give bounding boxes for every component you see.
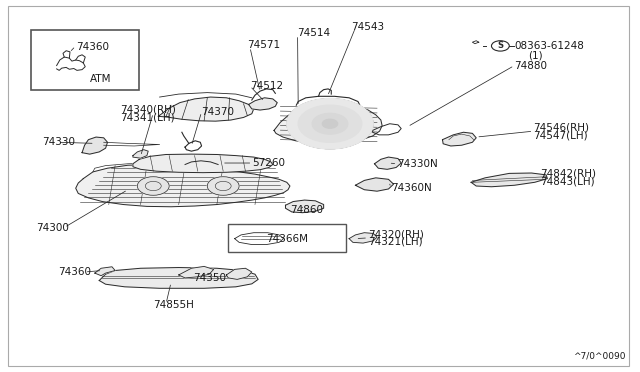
Polygon shape xyxy=(133,154,273,173)
Text: 08363-61248: 08363-61248 xyxy=(515,41,584,51)
Polygon shape xyxy=(95,267,115,276)
Bar xyxy=(31,30,140,90)
Circle shape xyxy=(207,177,239,195)
Text: 74360: 74360 xyxy=(76,42,109,52)
Circle shape xyxy=(287,99,373,149)
Polygon shape xyxy=(442,132,476,146)
Bar xyxy=(228,224,346,252)
Text: ^7/0^0090: ^7/0^0090 xyxy=(573,352,625,361)
Circle shape xyxy=(492,41,509,51)
Text: 74547(LH): 74547(LH) xyxy=(533,130,588,140)
Circle shape xyxy=(298,105,362,142)
Text: 74370: 74370 xyxy=(202,107,235,117)
Text: 74330: 74330 xyxy=(42,137,75,147)
Text: 74855H: 74855H xyxy=(153,300,194,310)
Text: 74546(RH): 74546(RH) xyxy=(533,122,589,132)
Polygon shape xyxy=(285,200,324,213)
Polygon shape xyxy=(76,164,290,207)
Text: 74571: 74571 xyxy=(247,40,280,50)
Text: 74880: 74880 xyxy=(515,61,547,71)
Polygon shape xyxy=(158,97,253,121)
Text: 74360N: 74360N xyxy=(391,183,432,193)
Text: 74842(RH): 74842(RH) xyxy=(540,169,596,179)
Polygon shape xyxy=(471,173,547,187)
Text: (1): (1) xyxy=(529,51,543,61)
Polygon shape xyxy=(374,157,401,169)
Polygon shape xyxy=(349,233,377,243)
Text: 74330N: 74330N xyxy=(397,159,438,169)
Text: 74340(RH): 74340(RH) xyxy=(120,105,176,115)
Text: 57260: 57260 xyxy=(252,158,285,168)
Text: S: S xyxy=(497,41,504,51)
Polygon shape xyxy=(274,105,382,143)
Text: 74320(RH): 74320(RH) xyxy=(368,229,424,239)
Text: 74321(LH): 74321(LH) xyxy=(368,237,423,247)
Text: 74512: 74512 xyxy=(250,81,283,91)
Text: 74360: 74360 xyxy=(58,267,91,277)
Text: 74366M: 74366M xyxy=(266,234,308,244)
Text: 74843(LH): 74843(LH) xyxy=(540,177,595,186)
Circle shape xyxy=(312,113,348,134)
Circle shape xyxy=(326,122,334,126)
Text: 74543: 74543 xyxy=(351,22,385,32)
Text: 74300: 74300 xyxy=(36,222,68,232)
Polygon shape xyxy=(227,268,252,279)
Text: 74350: 74350 xyxy=(193,273,226,283)
Polygon shape xyxy=(179,266,214,278)
Polygon shape xyxy=(99,267,258,288)
Polygon shape xyxy=(355,178,394,191)
Polygon shape xyxy=(248,98,277,110)
Circle shape xyxy=(323,119,338,128)
Text: ATM: ATM xyxy=(90,74,111,84)
Polygon shape xyxy=(133,150,148,158)
Text: 74860: 74860 xyxy=(290,205,323,215)
Text: 74341(LH): 74341(LH) xyxy=(120,112,175,122)
Text: 74514: 74514 xyxy=(298,28,331,38)
Circle shape xyxy=(138,177,169,195)
Polygon shape xyxy=(82,137,108,154)
